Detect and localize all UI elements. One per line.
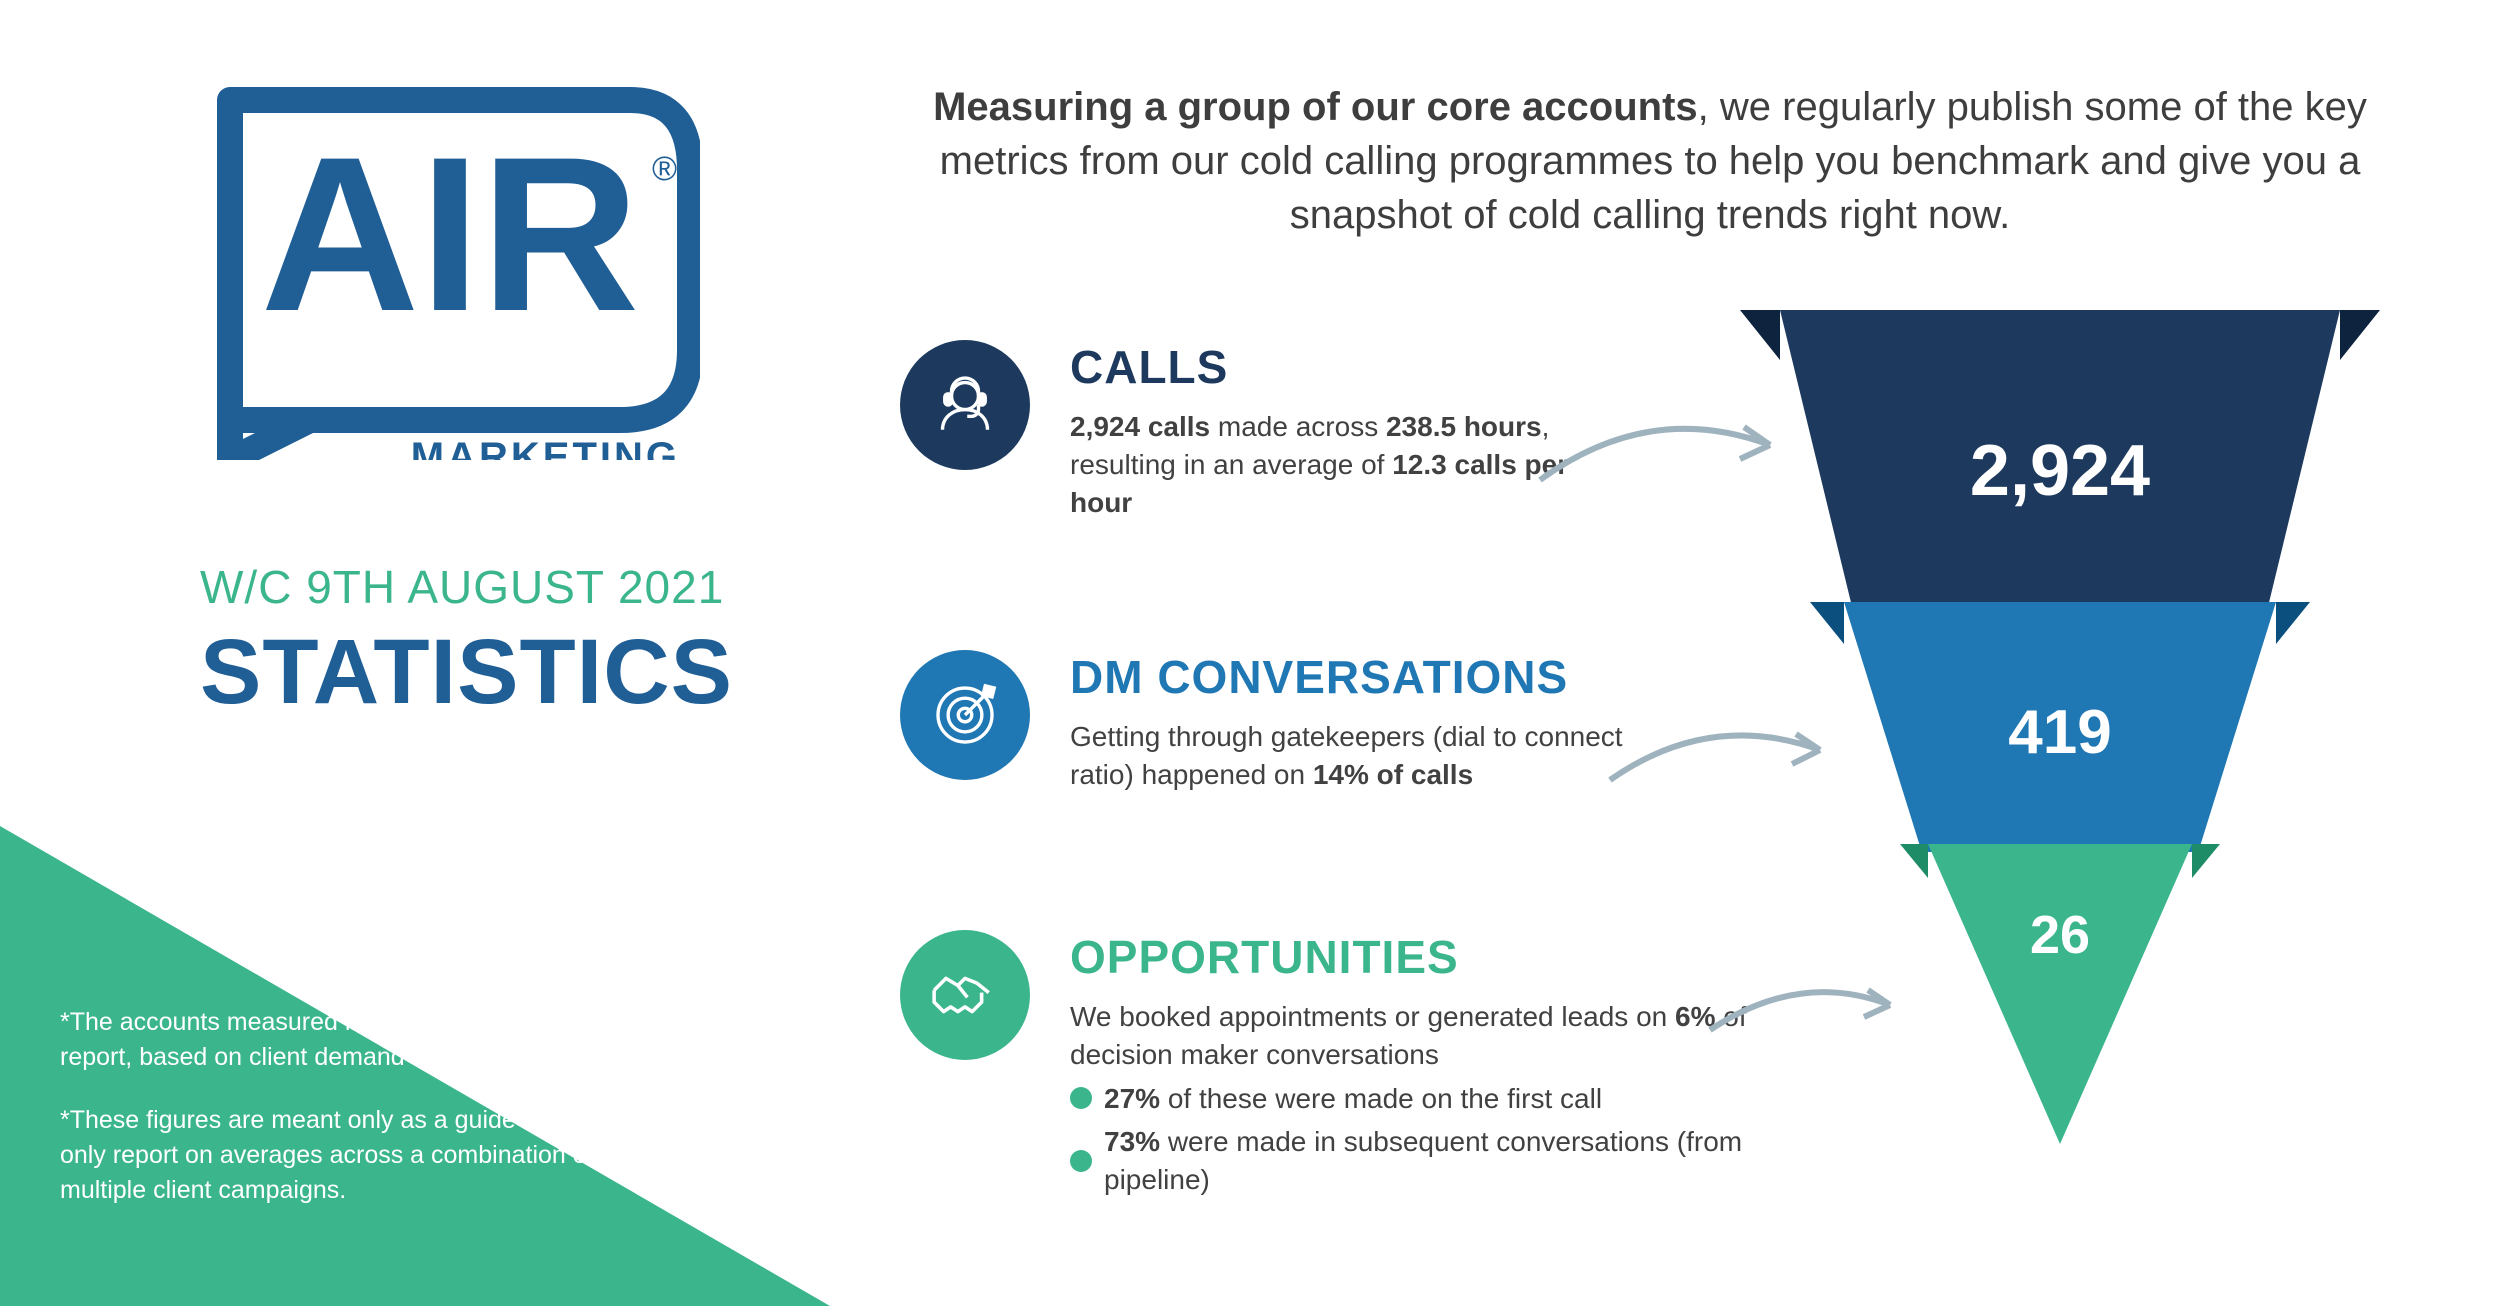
disclaimer-block: *The accounts measured may vary from rep…	[60, 1005, 620, 1236]
funnel-value-dm: 419	[1810, 697, 2310, 768]
funnel-segment-dm: 419	[1810, 602, 2310, 852]
disclaimer-1: *The accounts measured may vary from rep…	[60, 1005, 620, 1075]
metric-row-calls: CALLS 2,924 calls made across 238.5 hour…	[900, 340, 1630, 521]
dm-desc: Getting through gatekeepers (dial to con…	[1070, 718, 1630, 794]
funnel-segment-calls: 2,924	[1740, 310, 2380, 610]
funnel-value-opps: 26	[1900, 904, 2220, 966]
date-line: W/C 9TH AUGUST 2021	[200, 560, 724, 614]
opps-title: OPPORTUNITIES	[1070, 930, 1750, 984]
intro-bold: Measuring a group of our core accounts	[933, 85, 1698, 129]
funnel-chart: 2,924 419 26	[1740, 310, 2380, 1144]
brand-logo: AIR ® MARKETING	[200, 80, 700, 465]
calls-title: CALLS	[1070, 340, 1630, 394]
metric-row-opps: OPPORTUNITIES We booked appointments or …	[900, 930, 1750, 1199]
bullet-dot-icon	[1070, 1087, 1092, 1109]
funnel-value-calls: 2,924	[1740, 430, 2380, 512]
brand-name: AIR	[261, 111, 640, 357]
handshake-icon	[900, 930, 1030, 1060]
dm-title: DM CONVERSATIONS	[1070, 650, 1630, 704]
page-title: STATISTICS	[200, 620, 733, 725]
opps-bullet-1: 27% of these were made on the first call	[1070, 1080, 1750, 1118]
funnel-segment-opps: 26	[1900, 844, 2220, 1144]
bullet-dot-icon	[1070, 1150, 1092, 1172]
brand-sub: MARKETING	[411, 435, 680, 460]
opps-bullet-2: 73% were made in subsequent conversation…	[1070, 1123, 1750, 1199]
target-icon	[900, 650, 1030, 780]
disclaimer-2: *These figures are meant only as a guide…	[60, 1103, 620, 1208]
opps-desc: We booked appointments or generated lead…	[1070, 998, 1750, 1074]
headset-icon	[900, 340, 1030, 470]
metric-row-dm: DM CONVERSATIONS Getting through gatekee…	[900, 650, 1630, 794]
svg-text:®: ®	[652, 150, 677, 188]
intro-text: Measuring a group of our core accounts, …	[920, 80, 2380, 242]
